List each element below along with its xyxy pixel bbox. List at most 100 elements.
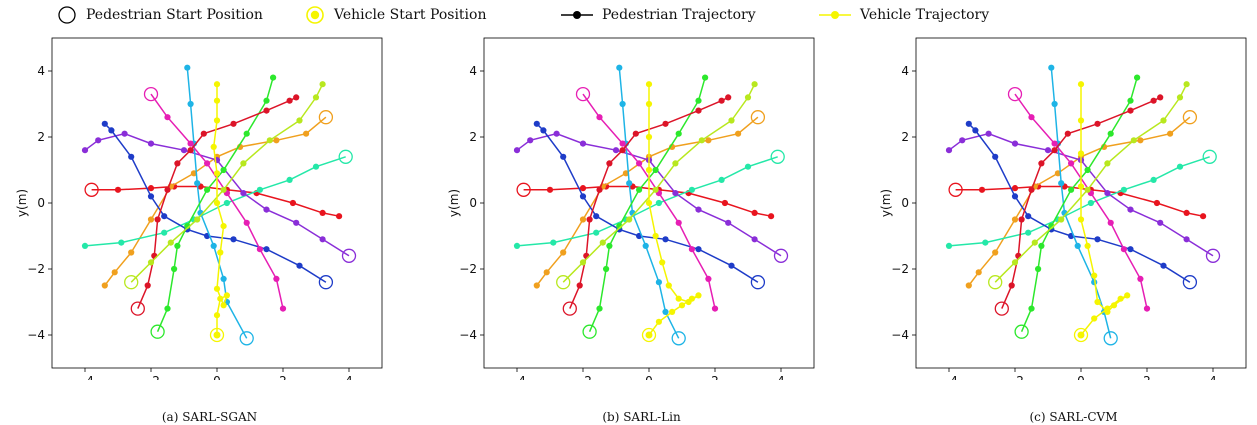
pedestrian-trajectory-7-point xyxy=(619,140,626,147)
vehicle-trajectory-point xyxy=(1091,272,1098,279)
pedestrian-trajectory-2-point xyxy=(273,137,280,144)
pedestrian-trajectory-9-point xyxy=(200,130,207,137)
vehicle-trajectory-point xyxy=(213,170,221,177)
pedestrian-trajectory-2-point xyxy=(543,269,550,276)
pedestrian-trajectory-8-point xyxy=(263,97,270,104)
vehicle-trajectory-point xyxy=(223,292,230,299)
pedestrian-trajectory-10-point xyxy=(698,137,705,144)
pedestrian-trajectory-7-point xyxy=(1137,275,1144,282)
pedestrian-trajectory-4-point xyxy=(513,147,521,154)
vehicle-trajectory-line xyxy=(648,84,699,336)
legend-label: Pedestrian Start Position xyxy=(86,7,263,23)
pedestrian-trajectory-1-line xyxy=(523,185,772,217)
pedestrian-trajectory-3-point xyxy=(550,239,557,246)
y-tick-label: 4 xyxy=(901,64,909,78)
pedestrian-trajectory-5-point xyxy=(579,193,587,200)
pedestrian-trajectory-4-start-circle xyxy=(773,248,789,263)
pedestrian-trajectory-3-point xyxy=(1176,163,1184,170)
pedestrian-trajectory-7-start-circle xyxy=(575,86,591,102)
vehicle-trajectory-point xyxy=(213,312,221,319)
pedestrian-trajectory-10-point xyxy=(220,186,227,193)
x-tick-label: −2 xyxy=(142,374,160,380)
x-tick-label: 4 xyxy=(1209,374,1217,380)
y-tick-label: −2 xyxy=(891,262,909,276)
pedestrian-trajectory-4-point xyxy=(147,140,155,147)
pedestrian-trajectory-8-point xyxy=(1127,97,1134,104)
pedestrian-trajectory-1-point xyxy=(336,213,343,220)
pedestrian-trajectory-8-point xyxy=(220,166,227,174)
pedestrian-trajectory-3-point xyxy=(744,163,752,170)
pedestrian-trajectory-8-point xyxy=(675,130,682,137)
pedestrian-trajectory-4-point xyxy=(985,130,992,137)
pedestrian-trajectory-4-point xyxy=(121,130,128,137)
pedestrian-trajectory-2-point xyxy=(1167,130,1174,137)
pedestrian-trajectory-8-point xyxy=(204,186,211,193)
pedestrian-trajectory-3-point xyxy=(161,229,168,236)
pedestrian-trajectory-1-line xyxy=(91,185,340,217)
y-tick-label: 4 xyxy=(37,64,45,78)
pedestrian-trajectory-5-point xyxy=(533,120,540,127)
pedestrian-trajectory-1-start-circle xyxy=(948,182,963,197)
pedestrian-trajectory-8-line xyxy=(588,77,706,332)
pedestrian-trajectory-9-point xyxy=(576,282,583,289)
pedestrian-trajectory-6-point xyxy=(1048,64,1055,71)
panel-caption: (c) SARL-CVM xyxy=(1029,410,1118,424)
pedestrian-trajectory-8-point xyxy=(1134,74,1141,81)
vehicle-trajectory-point xyxy=(645,166,653,174)
pedestrian-trajectory-8-point xyxy=(596,305,603,312)
pedestrian-trajectory-4-point xyxy=(1011,140,1019,147)
pedestrian-trajectory-8-point xyxy=(171,265,178,273)
line-dot-icon xyxy=(561,11,593,19)
pedestrian-trajectory-7-point xyxy=(279,305,287,312)
pedestrian-trajectory-6-point xyxy=(220,275,227,282)
y-tick-label: −2 xyxy=(27,262,45,276)
pedestrian-trajectory-6-start-circle xyxy=(1103,331,1118,346)
pedestrian-trajectory-4-point xyxy=(695,206,702,213)
pedestrian-trajectory-2-point xyxy=(128,249,135,256)
legend-item-vehicle-trajectory: Vehicle Trajectory xyxy=(818,4,989,26)
y-tick-label: −4 xyxy=(891,328,909,342)
pedestrian-trajectory-9-point xyxy=(1051,147,1058,154)
pedestrian-trajectory-1-point xyxy=(546,186,554,193)
pedestrian-trajectory-4-point xyxy=(1104,190,1111,197)
pedestrian-trajectory-10-line xyxy=(994,83,1188,283)
vehicle-trajectory-point xyxy=(652,232,659,240)
pedestrian-trajectory-1-point xyxy=(978,186,986,193)
x-tick-label: 0 xyxy=(645,374,653,380)
pedestrian-trajectory-5-start-circle xyxy=(750,275,766,290)
pedestrian-trajectory-8-start-circle xyxy=(582,324,597,339)
pedestrian-trajectory-8-point xyxy=(636,186,643,193)
pedestrian-trajectory-8-point xyxy=(1038,242,1045,249)
vehicle-trajectory-point xyxy=(645,81,653,88)
pedestrian-trajectory-6-point xyxy=(1051,100,1058,108)
pedestrian-trajectory-6-point xyxy=(655,279,662,286)
pedestrian-trajectory-5-point xyxy=(161,213,168,220)
pedestrian-trajectory-7-point xyxy=(1107,219,1114,226)
pedestrian-trajectory-4-point xyxy=(945,147,953,154)
pedestrian-trajectory-3-point xyxy=(256,186,263,193)
pedestrian-trajectory-3-point xyxy=(718,176,725,183)
pedestrian-trajectory-6-point xyxy=(210,242,217,249)
vehicle-trajectory-point xyxy=(659,259,666,266)
pedestrian-trajectory-5-point xyxy=(593,213,600,220)
vehicle-trajectory-point xyxy=(213,81,221,88)
y-tick-label: −4 xyxy=(27,328,45,342)
pedestrian-trajectory-5-point xyxy=(101,120,108,127)
y-tick-label: 0 xyxy=(469,196,477,210)
vehicle-trajectory-point xyxy=(1104,308,1111,315)
pedestrian-trajectory-7-point xyxy=(243,219,250,226)
pedestrian-trajectory-1-line xyxy=(955,185,1204,217)
vehicle-trajectory-point xyxy=(220,223,227,230)
pedestrian-trajectory-2-point xyxy=(705,137,712,144)
pedestrian-trajectory-7-point xyxy=(705,275,712,282)
pedestrian-trajectory-10-point xyxy=(672,160,679,167)
vehicle-trajectory-point xyxy=(213,285,221,292)
vehicle-trajectory-point xyxy=(217,249,224,256)
pedestrian-trajectory-9-point xyxy=(286,97,293,104)
pedestrian-trajectory-7-point xyxy=(711,305,719,312)
pedestrian-trajectory-10-point xyxy=(312,94,320,101)
vehicle-trajectory-start-circle xyxy=(641,327,657,343)
legend: Pedestrian Start Position Vehicle Start … xyxy=(0,0,1257,30)
y-tick-label: −2 xyxy=(459,262,477,276)
